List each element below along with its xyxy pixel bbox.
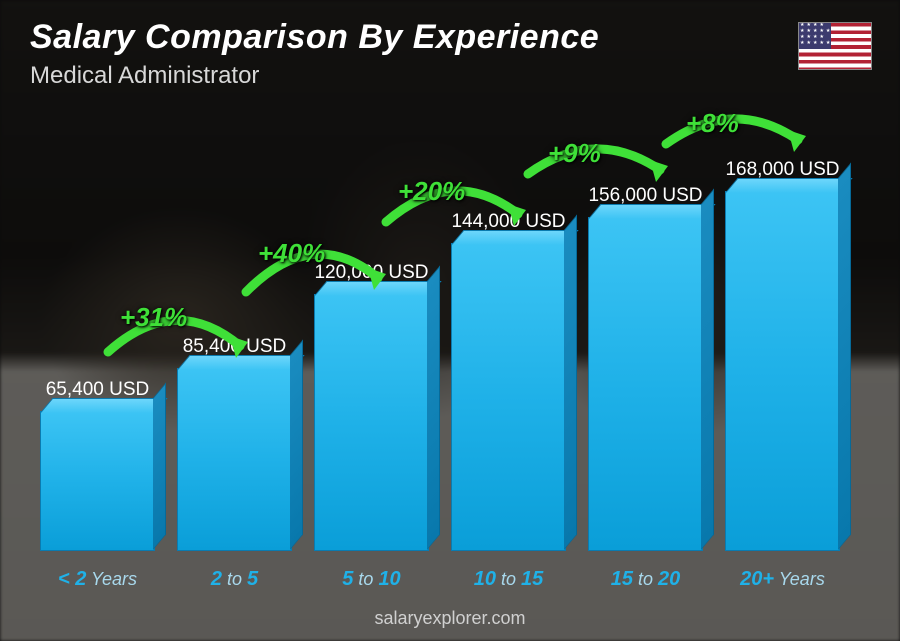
x-axis-label: 15 to 20	[588, 568, 703, 591]
pct-change-label: +31%	[120, 302, 187, 333]
x-axis-label: 10 to 15	[451, 568, 566, 591]
bar-wrap: 156,000 USD	[588, 185, 703, 551]
content-root: Salary Comparison By Experience Medical …	[0, 0, 900, 641]
bar	[314, 294, 429, 551]
x-axis-label: < 2 Years	[40, 568, 155, 591]
bar	[40, 411, 155, 551]
pct-change-label: +20%	[398, 176, 465, 207]
bar	[588, 217, 703, 551]
bar-wrap: 144,000 USD	[451, 211, 566, 551]
pct-change-label: +40%	[258, 238, 325, 269]
x-axis-labels: < 2 Years 2 to 5 5 to 10 10 to 15 15 to 20 20…	[40, 568, 840, 591]
pct-change-label: +9%	[548, 138, 601, 169]
bar-wrap: 65,400 USD	[40, 379, 155, 551]
flag-icon	[798, 22, 872, 70]
bar	[451, 243, 566, 551]
bar	[177, 368, 292, 551]
x-axis-label: 2 to 5	[177, 568, 292, 591]
page-subtitle: Medical Administrator	[30, 62, 259, 90]
bar-wrap: 85,400 USD	[177, 336, 292, 551]
bar	[725, 191, 840, 551]
bar-wrap: 168,000 USD	[725, 159, 840, 551]
x-axis-label: 20+ Years	[725, 568, 840, 591]
pct-change-label: +8%	[686, 108, 739, 139]
x-axis-label: 5 to 10	[314, 568, 429, 591]
footer-attribution: salaryexplorer.com	[0, 608, 900, 629]
page-title: Salary Comparison By Experience	[30, 18, 599, 57]
